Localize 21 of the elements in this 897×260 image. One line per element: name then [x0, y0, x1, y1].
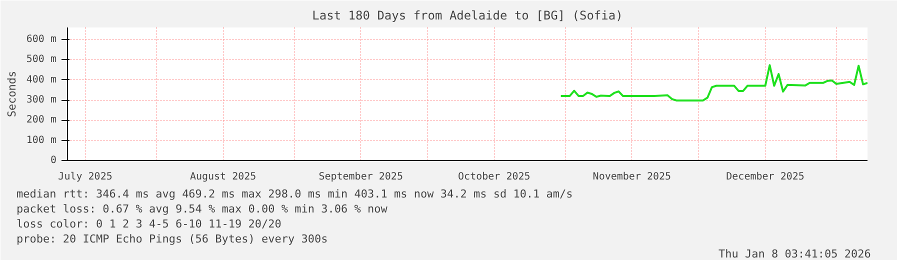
x-tick-label: November 2025: [592, 172, 672, 182]
y-tick-label: 100 m: [26, 134, 57, 146]
text: loss color: 0 1 2 3 4-5 6-10 11-19 20/20: [16, 218, 282, 230]
y-tick-label: 300 m: [26, 94, 57, 106]
x-tick-label: December 2025: [726, 172, 804, 182]
y-tick-label: 500 m: [26, 54, 57, 66]
text: probe: 20 ICMP Echo Pings (56 Bytes) every 300s: [16, 232, 328, 246]
x-tick-label: September 2025: [318, 172, 403, 182]
y-tick-label: 200 m: [26, 114, 57, 126]
x-tick-label: August 2025: [190, 172, 256, 182]
x-tick-label: October 2025: [458, 172, 530, 182]
y-axis-title: Seconds: [5, 70, 18, 118]
text: Thu Jan 8 03:41:05 2026: [718, 248, 871, 260]
y-tick-label: 400 m: [26, 74, 57, 86]
text: median rtt: 346.4 ms avg 469.2 ms max 298.0 ms min 403.1 ms now 34.2 ms sd 10.1 am/s: [16, 188, 573, 200]
y-tick-label: 0: [50, 155, 57, 166]
y-tick-label: 600 m: [26, 34, 57, 46]
x-tick-label: July 2025: [58, 172, 112, 182]
chart-title: Last 180 Days from Adelaide to [BG] (Sofia): [312, 8, 623, 22]
line-series: [560, 64, 868, 102]
text: packet loss: 0.67 % avg 9.54 % max 0.00 % min 3.06 % now: [16, 202, 388, 216]
